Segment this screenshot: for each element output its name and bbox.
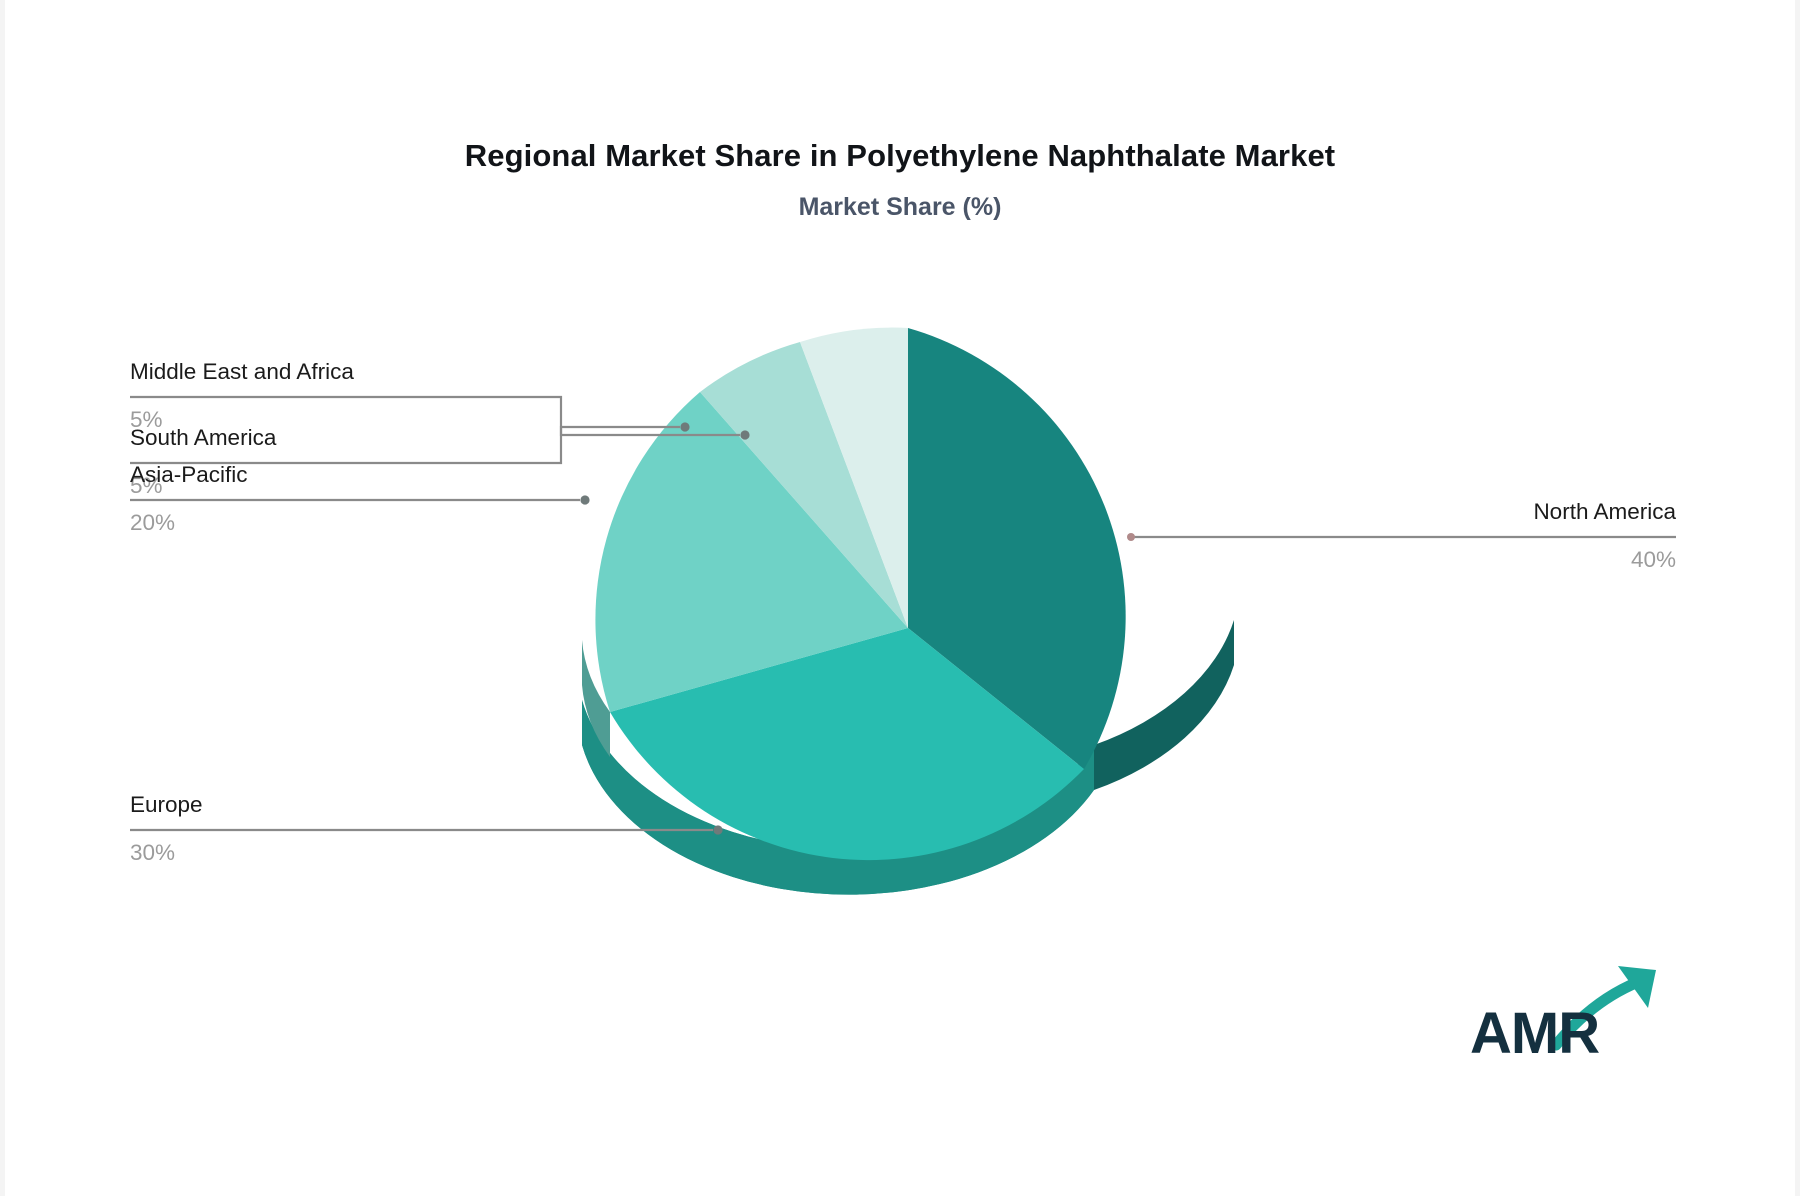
label-middle-east-africa: Middle East and Africa: [130, 359, 354, 384]
value-asia-pacific: 20%: [130, 510, 176, 535]
leader-dot-middle-east-africa: [740, 430, 750, 440]
value-europe: 30%: [130, 840, 176, 865]
leader-dot-south-america: [680, 422, 690, 432]
leader-dots: [580, 422, 1135, 835]
leader-middle-east-africa: [130, 395, 740, 437]
leader-south-america: [130, 425, 680, 465]
label-south-america: South America: [130, 425, 277, 450]
leader-lines: [130, 395, 1676, 832]
slice-rim-left: [582, 640, 610, 757]
canvas-left-edge: [0, 0, 5, 1196]
label-europe: Europe: [130, 792, 203, 817]
leader-dot-europe: [713, 825, 723, 835]
leader-dot-asia-pacific: [580, 495, 590, 505]
growth-arrow-icon: [1550, 966, 1656, 1051]
slice-north-america: [908, 328, 1126, 769]
slice-middle-east-africa: [800, 327, 908, 628]
slice-europe: [610, 628, 1084, 861]
slice-asia-pacific: [595, 392, 908, 712]
page-title: Regional Market Share in Polyethylene Na…: [464, 138, 1336, 173]
slice-rim-bottom: [582, 700, 1094, 895]
amr-logo: AMR: [1470, 994, 1680, 1074]
leader-dot-north-america: [1127, 533, 1135, 541]
value-middle-east-africa: 5%: [130, 407, 163, 432]
value-north-america: 40%: [1630, 547, 1676, 572]
value-south-america: 5%: [130, 473, 163, 498]
pie-top-face: [595, 327, 1126, 861]
amr-logo-text: AMR: [1470, 1001, 1600, 1066]
slice-rim-right: [1094, 620, 1234, 790]
label-north-america: North America: [1533, 499, 1676, 524]
slice-south-america: [700, 342, 908, 628]
chart-subtitle: Market Share (%): [798, 193, 1002, 221]
label-asia-pacific: Asia-Pacific: [130, 462, 248, 487]
canvas-right-edge: [1795, 0, 1800, 1196]
